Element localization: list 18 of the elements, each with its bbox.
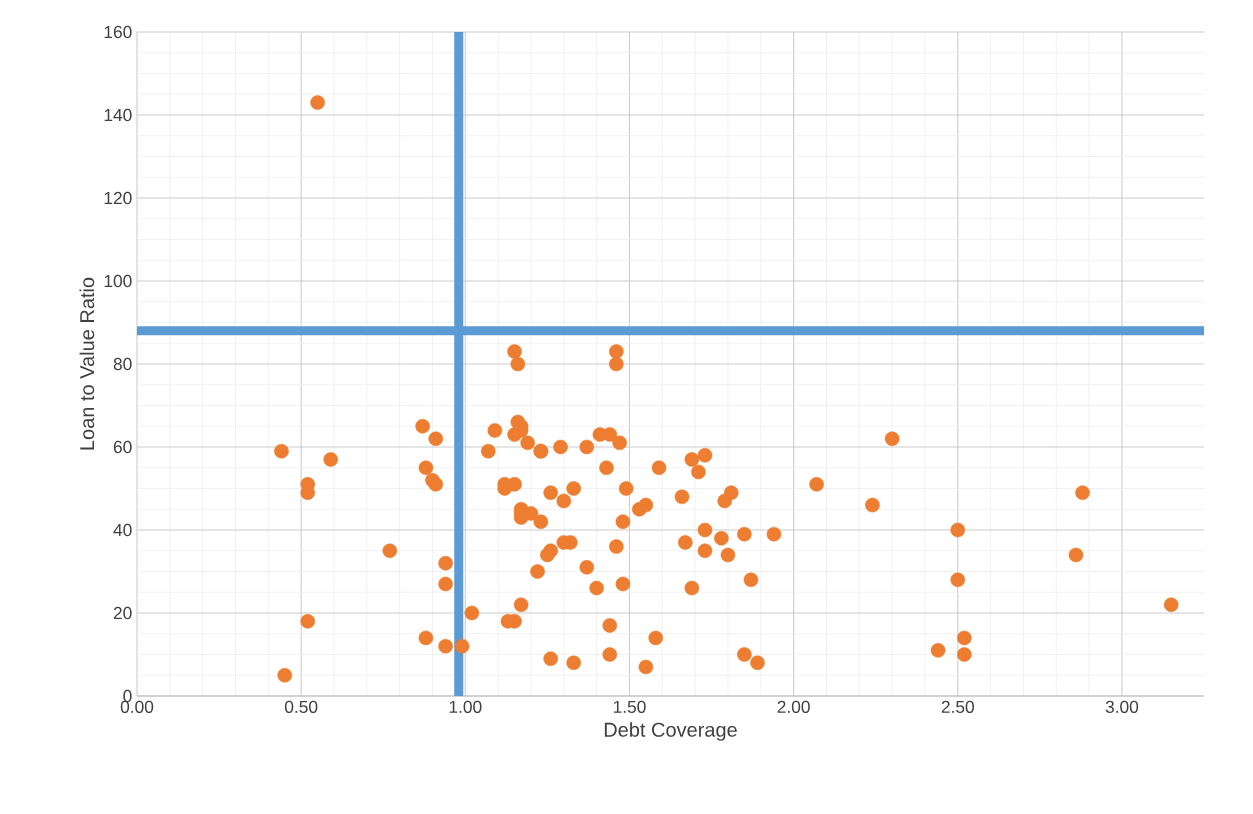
y-tick-label: 80 <box>113 357 132 371</box>
x-tick-label: 2.00 <box>777 700 810 713</box>
y-tick-label: 120 <box>104 191 132 205</box>
y-axis-title: Loan to Value Ratio <box>79 277 95 450</box>
x-tick-label: 0.00 <box>120 700 154 713</box>
y-tick-label: 60 <box>113 440 132 454</box>
x-tick-label: 2.50 <box>941 700 974 713</box>
x-axis-title: Debt Coverage <box>604 722 737 741</box>
y-tick-label: 140 <box>104 108 132 122</box>
y-tick-label: 0 <box>123 689 132 703</box>
x-tick-label: 0.50 <box>284 700 318 713</box>
x-tick-label: 1.00 <box>449 700 482 713</box>
y-tick-label: 20 <box>113 606 132 620</box>
x-tick-label: 3.00 <box>1105 700 1139 713</box>
x-tick-label: 1.50 <box>613 700 646 713</box>
y-tick-label: 100 <box>104 274 132 288</box>
y-tick-label: 160 <box>104 25 132 39</box>
y-tick-label: 40 <box>113 523 132 537</box>
